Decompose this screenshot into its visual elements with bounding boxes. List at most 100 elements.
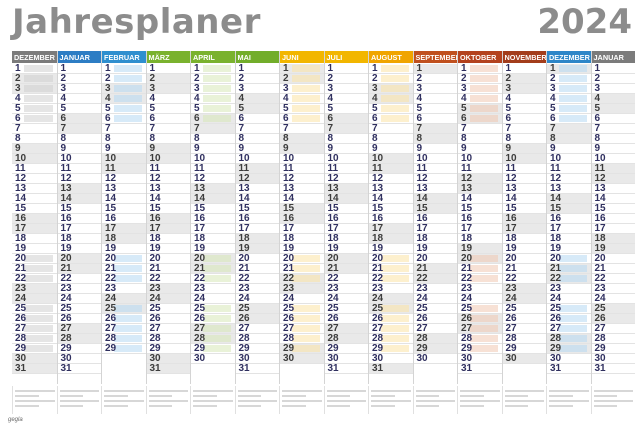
day-cell[interactable]: 2 (57, 73, 101, 84)
day-cell[interactable]: 19 (102, 243, 146, 254)
day-cell[interactable]: 9 (191, 143, 235, 154)
day-cell[interactable]: 5 (235, 103, 279, 114)
day-cell[interactable]: 2 (12, 73, 57, 84)
day-cell[interactable]: 20 (591, 253, 635, 264)
day-cell[interactable]: 26 (547, 313, 591, 324)
day-cell[interactable]: 16 (102, 213, 146, 224)
day-cell[interactable]: 19 (502, 243, 546, 254)
day-cell[interactable]: 8 (324, 133, 368, 144)
day-cell[interactable]: 3 (458, 83, 502, 94)
day-cell[interactable]: 30 (413, 353, 457, 364)
day-cell[interactable]: 30 (191, 353, 235, 364)
day-cell[interactable]: 20 (191, 253, 235, 264)
day-cell[interactable]: 24 (12, 293, 57, 304)
day-cell[interactable]: 31 (324, 363, 368, 374)
day-cell[interactable]: 2 (191, 73, 235, 84)
day-cell[interactable]: 2 (502, 73, 546, 84)
day-cell[interactable]: 9 (280, 143, 324, 154)
day-cell[interactable]: 29 (57, 343, 101, 354)
day-cell[interactable]: 6 (280, 113, 324, 124)
day-cell[interactable]: 14 (102, 193, 146, 204)
day-cell[interactable]: 20 (369, 253, 413, 264)
day-cell[interactable]: 1 (458, 63, 502, 74)
day-cell[interactable]: 23 (413, 283, 457, 294)
day-cell[interactable]: 24 (413, 293, 457, 304)
day-cell[interactable]: 28 (57, 333, 101, 344)
day-cell[interactable]: 11 (324, 163, 368, 174)
day-cell[interactable]: 23 (280, 283, 324, 294)
day-cell[interactable]: 9 (369, 143, 413, 154)
day-cell[interactable]: 29 (12, 343, 57, 354)
day-cell[interactable]: 13 (502, 183, 546, 194)
day-cell[interactable]: 29 (591, 343, 635, 354)
day-cell[interactable]: 1 (57, 63, 101, 74)
day-cell[interactable]: 12 (235, 173, 279, 184)
day-cell[interactable]: 3 (12, 83, 57, 94)
day-cell[interactable]: 14 (502, 193, 546, 204)
day-cell[interactable]: 13 (280, 183, 324, 194)
day-cell[interactable]: 7 (591, 123, 635, 134)
day-cell[interactable]: 18 (369, 233, 413, 244)
day-cell[interactable]: 9 (547, 143, 591, 154)
day-cell[interactable]: 29 (369, 343, 413, 354)
day-cell[interactable]: 22 (146, 273, 190, 284)
day-cell[interactable]: 25 (57, 303, 101, 314)
day-cell[interactable]: 25 (502, 303, 546, 314)
day-cell[interactable]: 28 (324, 333, 368, 344)
day-cell[interactable]: 17 (324, 223, 368, 234)
day-cell[interactable]: 2 (591, 73, 635, 84)
day-cell[interactable]: 18 (591, 233, 635, 244)
day-cell[interactable]: 8 (369, 133, 413, 144)
day-cell[interactable]: 1 (591, 63, 635, 74)
day-cell[interactable]: 20 (102, 253, 146, 264)
day-cell[interactable]: 29 (547, 343, 591, 354)
day-cell[interactable]: 1 (280, 63, 324, 74)
day-cell[interactable]: 21 (12, 263, 57, 274)
day-cell[interactable]: 4 (12, 93, 57, 104)
day-cell[interactable]: 27 (280, 323, 324, 334)
day-cell[interactable]: 21 (57, 263, 101, 274)
day-cell[interactable]: 16 (369, 213, 413, 224)
day-cell[interactable]: 3 (146, 83, 190, 94)
day-cell[interactable]: 15 (12, 203, 57, 214)
day-cell[interactable] (413, 364, 457, 374)
day-cell[interactable]: 12 (502, 173, 546, 184)
day-cell[interactable]: 20 (280, 253, 324, 264)
day-cell[interactable]: 5 (458, 103, 502, 114)
day-cell[interactable]: 15 (369, 203, 413, 214)
day-cell[interactable]: 24 (591, 293, 635, 304)
day-cell[interactable]: 1 (102, 63, 146, 74)
day-cell[interactable]: 30 (369, 353, 413, 364)
day-cell[interactable]: 10 (502, 153, 546, 164)
day-cell[interactable]: 4 (191, 93, 235, 104)
day-cell[interactable]: 29 (502, 343, 546, 354)
day-cell[interactable]: 3 (591, 83, 635, 94)
day-cell[interactable]: 29 (102, 343, 146, 354)
day-cell[interactable] (280, 364, 324, 374)
day-cell[interactable]: 25 (235, 303, 279, 314)
day-cell[interactable]: 27 (235, 323, 279, 334)
day-cell[interactable]: 24 (57, 293, 101, 304)
day-cell[interactable]: 1 (191, 63, 235, 74)
day-cell[interactable]: 22 (458, 273, 502, 284)
day-cell[interactable]: 29 (191, 343, 235, 354)
day-cell[interactable]: 18 (502, 233, 546, 244)
day-cell[interactable]: 14 (12, 193, 57, 204)
day-cell[interactable]: 7 (413, 123, 457, 134)
day-cell[interactable]: 28 (502, 333, 546, 344)
day-cell[interactable]: 9 (502, 143, 546, 154)
day-cell[interactable]: 15 (146, 203, 190, 214)
day-cell[interactable]: 27 (324, 323, 368, 334)
day-cell[interactable]: 13 (324, 183, 368, 194)
day-cell[interactable]: 26 (102, 313, 146, 324)
day-cell[interactable]: 24 (324, 293, 368, 304)
day-cell[interactable]: 4 (324, 93, 368, 104)
day-cell[interactable]: 4 (547, 93, 591, 104)
day-cell[interactable]: 25 (191, 303, 235, 314)
day-cell[interactable]: 16 (57, 213, 101, 224)
day-cell[interactable]: 24 (235, 293, 279, 304)
day-cell[interactable]: 15 (547, 203, 591, 214)
day-cell[interactable]: 7 (502, 123, 546, 134)
day-cell[interactable]: 10 (324, 153, 368, 164)
day-cell[interactable]: 6 (324, 113, 368, 124)
